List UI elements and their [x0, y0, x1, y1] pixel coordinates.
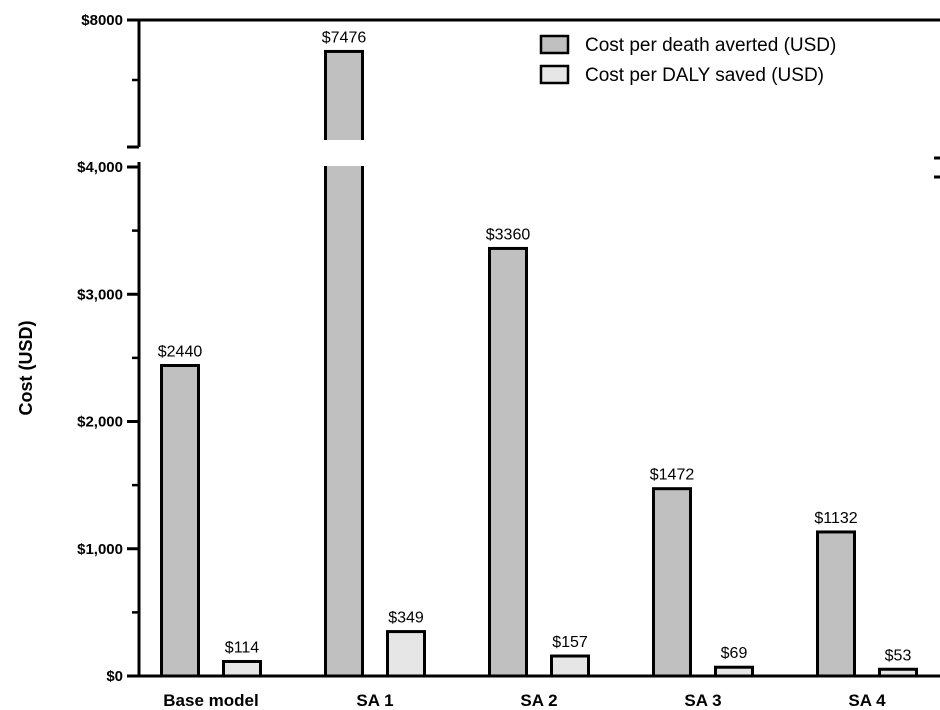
x-category-label: SA 4 — [848, 691, 886, 710]
bars-layer — [160, 49, 918, 678]
legend-swatch — [539, 34, 570, 55]
data-labels-layer: $2440 $114 Base model $7476 $349 SA 1 $3360 $15… — [158, 29, 912, 710]
bar-cost-per-death — [160, 364, 200, 678]
data-label-cost-per-daly: $53 — [885, 647, 912, 664]
bar-cost-per-daly — [550, 654, 590, 678]
y-axis-title: Cost (USD) — [16, 321, 36, 416]
y-axis-title-group: Cost (USD) — [16, 321, 36, 416]
y-tick-label: $1,000 — [77, 541, 123, 558]
x-category-label: SA 3 — [684, 691, 721, 710]
data-label-cost-per-death: $3360 — [486, 226, 531, 243]
bar-cost-per-death — [816, 530, 856, 678]
data-label-cost-per-daly: $157 — [552, 634, 588, 651]
bar-cost-per-daly — [714, 665, 754, 678]
bar-cost-per-death — [488, 246, 528, 678]
x-category-label: SA 1 — [356, 691, 393, 710]
data-label-cost-per-daly: $69 — [721, 645, 748, 662]
data-label-cost-per-death: $1132 — [814, 510, 857, 527]
data-label-cost-per-death: $7476 — [322, 29, 367, 46]
axis-layer: $0 $1,000 $2,000 $3,000 $4,000 $8000 — [77, 12, 940, 685]
bar-cost-per-daly — [386, 630, 426, 678]
x-category-label: SA 2 — [520, 691, 557, 710]
data-label-cost-per-death: $2440 — [158, 344, 203, 361]
y-tick-label: $0 — [106, 668, 123, 685]
x-category-label: Base model — [163, 691, 258, 710]
y-tick-label: $3,000 — [77, 286, 123, 303]
bar-break-gap — [321, 140, 367, 166]
data-label-cost-per-daly: $114 — [225, 639, 260, 656]
data-label-cost-per-death: $1472 — [650, 467, 695, 484]
y-tick-label: $4,000 — [77, 159, 123, 176]
y-tick-label: $2,000 — [77, 414, 123, 431]
legend: Cost per death averted (USD) Cost per DAL… — [539, 34, 836, 86]
data-label-cost-per-daly: $349 — [388, 610, 424, 627]
legend-entry: Cost per DALY saved (USD) — [585, 65, 824, 86]
bar-cost-per-daly — [222, 659, 262, 678]
bar-cost-per-death — [652, 487, 692, 678]
bar-cost-per-daly — [878, 667, 918, 678]
legend-swatch — [539, 64, 570, 85]
y-tick-label: $8000 — [81, 12, 123, 29]
legend-entry: Cost per death averted (USD) — [585, 35, 836, 56]
